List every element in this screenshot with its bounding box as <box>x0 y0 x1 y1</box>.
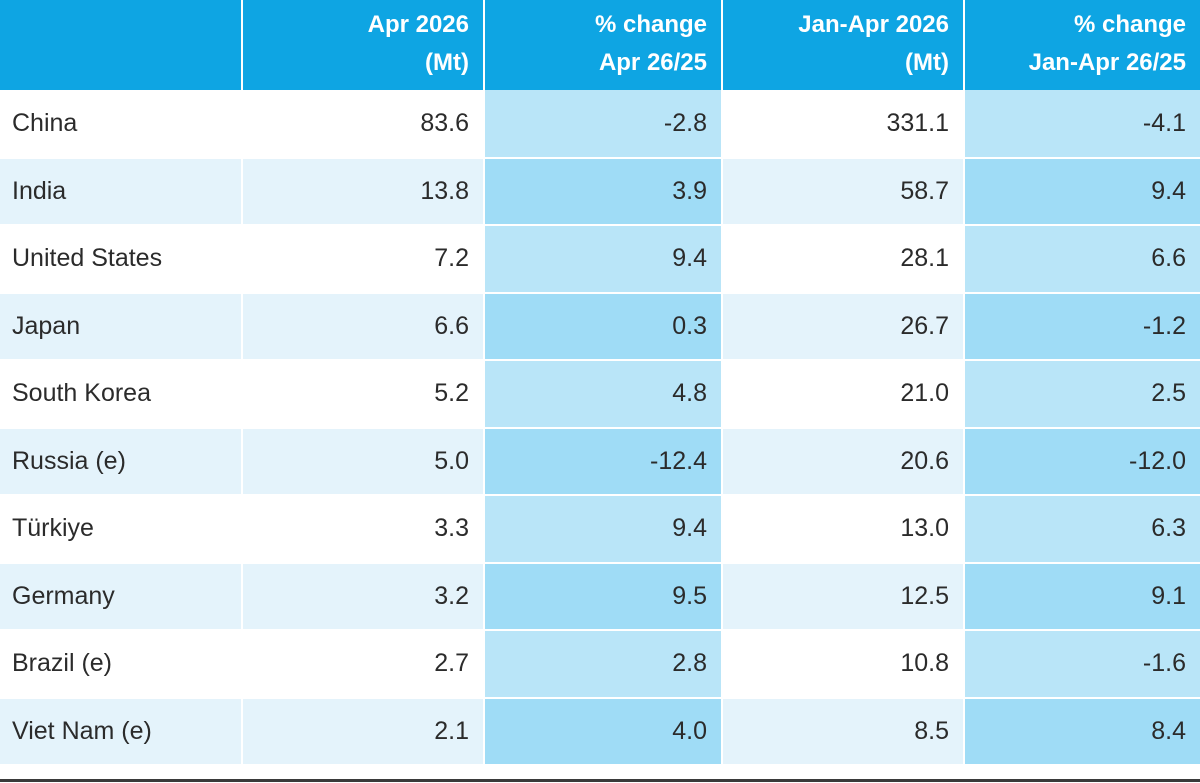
header-apr-change-line2: Apr 26/25 <box>598 49 707 76</box>
apr-value-cell: 83.6 <box>242 90 485 159</box>
steel-production-table: Apr 2026 (Mt) % change Apr 26/25 Jan-Apr… <box>0 0 1200 766</box>
table-row: Türkiye 3.3 9.4 13.0 6.3 <box>0 495 1200 564</box>
header-apr-change: % change Apr 26/25 <box>484 0 723 90</box>
table-row: India 13.8 3.9 58.7 9.4 <box>0 157 1200 226</box>
ytd-change-cell: -4.1 <box>964 90 1200 159</box>
ytd-change-cell: 8.4 <box>964 697 1200 766</box>
apr-value-cell: 7.2 <box>242 225 485 294</box>
ytd-value-cell: 331.1 <box>722 90 965 159</box>
ytd-value-cell: 8.5 <box>722 697 965 766</box>
ytd-change-cell: 9.4 <box>964 157 1200 226</box>
country-cell: India <box>0 157 243 226</box>
ytd-value-cell: 10.8 <box>722 630 965 699</box>
header-ytd-change-line2: Jan-Apr 26/25 <box>1028 49 1186 76</box>
table-row: Japan 6.6 0.3 26.7 -1.2 <box>0 292 1200 361</box>
ytd-value-cell: 20.6 <box>722 427 965 496</box>
country-cell: United States <box>0 225 243 294</box>
country-cell: Japan <box>0 292 243 361</box>
apr-change-cell: 2.8 <box>484 630 723 699</box>
apr-change-cell: 3.9 <box>484 157 723 226</box>
table-row: United States 7.2 9.4 28.1 6.6 <box>0 225 1200 294</box>
ytd-change-cell: 6.6 <box>964 225 1200 294</box>
country-cell: South Korea <box>0 360 243 429</box>
table-row: China 83.6 -2.8 331.1 -4.1 <box>0 90 1200 159</box>
apr-value-cell: 2.1 <box>242 697 485 766</box>
apr-change-cell: 0.3 <box>484 292 723 361</box>
ytd-value-cell: 12.5 <box>722 562 965 631</box>
apr-change-cell: 4.8 <box>484 360 723 429</box>
header-apr: Apr 2026 (Mt) <box>242 0 485 90</box>
ytd-change-cell: -1.2 <box>964 292 1200 361</box>
apr-value-cell: 5.0 <box>242 427 485 496</box>
country-cell: China <box>0 90 243 159</box>
table-row: Russia (e) 5.0 -12.4 20.6 -12.0 <box>0 427 1200 496</box>
header-ytd-line1: Jan-Apr 2026 <box>798 11 949 38</box>
country-cell: Viet Nam (e) <box>0 697 243 766</box>
apr-change-cell: 9.4 <box>484 225 723 294</box>
header-ytd-change-line1: % change <box>1073 11 1186 38</box>
apr-change-cell: -2.8 <box>484 90 723 159</box>
country-cell: Germany <box>0 562 243 631</box>
header-apr-change-line1: % change <box>594 11 707 38</box>
ytd-value-cell: 28.1 <box>722 225 965 294</box>
apr-value-cell: 3.3 <box>242 495 485 564</box>
apr-value-cell: 2.7 <box>242 630 485 699</box>
apr-value-cell: 3.2 <box>242 562 485 631</box>
apr-value-cell: 5.2 <box>242 360 485 429</box>
apr-value-cell: 13.8 <box>242 157 485 226</box>
header-apr-line1: Apr 2026 <box>367 11 469 38</box>
apr-change-cell: 4.0 <box>484 697 723 766</box>
apr-value-cell: 6.6 <box>242 292 485 361</box>
country-cell: Russia (e) <box>0 427 243 496</box>
apr-change-cell: -12.4 <box>484 427 723 496</box>
table-row: Viet Nam (e) 2.1 4.0 8.5 8.4 <box>0 697 1200 766</box>
header-apr-line2: (Mt) <box>425 49 469 76</box>
ytd-change-cell: 6.3 <box>964 495 1200 564</box>
ytd-value-cell: 26.7 <box>722 292 965 361</box>
ytd-value-cell: 21.0 <box>722 360 965 429</box>
country-cell: Türkiye <box>0 495 243 564</box>
ytd-value-cell: 13.0 <box>722 495 965 564</box>
table-row: Brazil (e) 2.7 2.8 10.8 -1.6 <box>0 630 1200 699</box>
header-ytd-line2: (Mt) <box>905 49 949 76</box>
country-cell: Brazil (e) <box>0 630 243 699</box>
ytd-change-cell: 2.5 <box>964 360 1200 429</box>
apr-change-cell: 9.4 <box>484 495 723 564</box>
table-header: Apr 2026 (Mt) % change Apr 26/25 Jan-Apr… <box>0 0 1200 90</box>
ytd-change-cell: 9.1 <box>964 562 1200 631</box>
header-ytd-change: % change Jan-Apr 26/25 <box>964 0 1200 90</box>
table-body: China 83.6 -2.8 331.1 -4.1 India 13.8 3.… <box>0 90 1200 766</box>
ytd-change-cell: -1.6 <box>964 630 1200 699</box>
ytd-value-cell: 58.7 <box>722 157 965 226</box>
table-row: Germany 3.2 9.5 12.5 9.1 <box>0 562 1200 631</box>
ytd-change-cell: -12.0 <box>964 427 1200 496</box>
header-row: Apr 2026 (Mt) % change Apr 26/25 Jan-Apr… <box>0 0 1200 90</box>
table-row: South Korea 5.2 4.8 21.0 2.5 <box>0 360 1200 429</box>
bottom-border-rule <box>0 779 1200 782</box>
apr-change-cell: 9.5 <box>484 562 723 631</box>
header-ytd: Jan-Apr 2026 (Mt) <box>722 0 965 90</box>
header-country <box>0 0 243 90</box>
